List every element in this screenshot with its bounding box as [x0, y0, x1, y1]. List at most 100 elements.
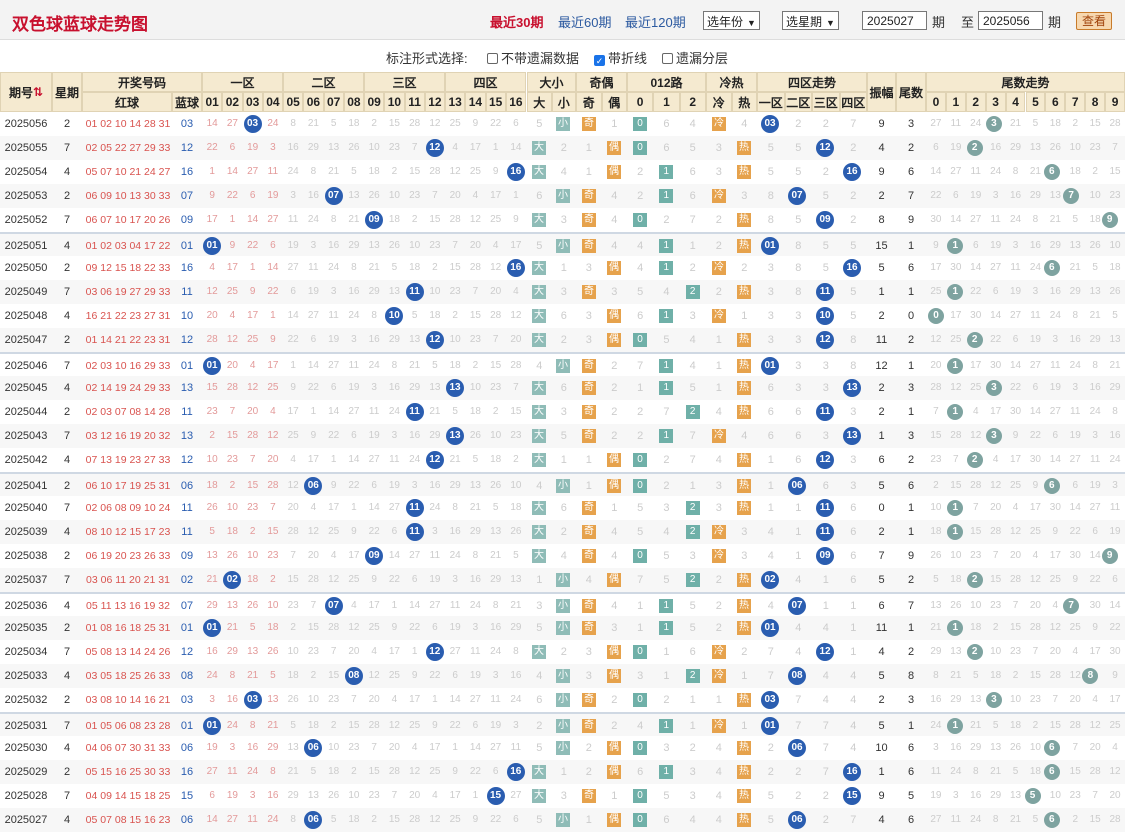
omit-cell: 1: [767, 454, 774, 466]
omit-cell: 17: [307, 454, 319, 465]
red-balls-cell: 01 08 16 18 25 31: [85, 622, 171, 634]
blue-ball: 06: [304, 477, 323, 495]
week-cell: 7: [63, 502, 71, 514]
omit-cell: 5: [432, 360, 438, 371]
route-header: 012路: [627, 72, 706, 92]
blue-ball-cell: 01: [180, 240, 194, 252]
omit-cell: 3: [391, 430, 398, 441]
route-badge: 0: [633, 741, 647, 755]
omit-cell: 29: [429, 430, 441, 441]
issue-cell: 2025055: [4, 142, 48, 154]
checkbox-unchecked-icon[interactable]: [487, 53, 498, 64]
table-row: 2025040 7 02 06 08 09 10 24 11 26 10 23 7 20 4 17 1…: [0, 496, 1125, 520]
zonetrend-col-header: 四区: [839, 92, 867, 112]
omit-cell: 8: [1032, 214, 1039, 225]
amp-cell: 1: [878, 286, 885, 298]
red-balls-cell: 09 12 15 18 22 33: [85, 262, 171, 274]
omit-cell: 5: [560, 430, 567, 442]
omit-cell: 15: [307, 622, 319, 633]
omit-cell: 5: [1092, 262, 1098, 273]
week-cell: 4: [63, 240, 71, 252]
hot-badge: 热: [737, 405, 751, 419]
omit-cell: 7: [1112, 142, 1118, 153]
sort-icon[interactable]: ⇅: [32, 85, 44, 99]
omit-cell: 3: [767, 262, 774, 274]
omit-cell: 9: [513, 214, 519, 225]
big-badge: 大: [532, 453, 546, 467]
omit-cell: 7: [391, 790, 398, 801]
omit-cell: 5: [663, 790, 670, 802]
omit-cell: 17: [267, 360, 279, 371]
omit-cell: 5: [290, 720, 296, 731]
omit-cell: 2: [1092, 166, 1098, 177]
option-no-omit[interactable]: 不带遗漏数据: [487, 48, 579, 67]
omit-cell: 20: [247, 406, 259, 417]
hot-badge: 热: [737, 381, 751, 395]
blue-ball-cell: 10: [180, 310, 194, 322]
omit-cell: 26: [328, 790, 340, 801]
route-badge: 1: [659, 621, 674, 635]
range-30-link[interactable]: 最近30期: [490, 15, 544, 30]
omit-cell: 24: [1009, 214, 1022, 225]
omit-cell: 9: [452, 766, 458, 777]
omit-cell: 7: [689, 430, 696, 442]
blue-ball: 09: [365, 211, 383, 229]
week-select[interactable]: 选星期 ▼: [782, 11, 839, 30]
omit-cell: 24: [510, 694, 522, 705]
omit-cell: 6: [536, 190, 543, 202]
omit-cell: 4: [689, 118, 696, 130]
to-issue-input[interactable]: 2025056: [978, 11, 1043, 30]
option-polyline[interactable]: ✓ 带折线: [594, 48, 647, 67]
range-60-link[interactable]: 最近60期: [558, 15, 612, 30]
checkbox-checked-icon[interactable]: ✓: [594, 55, 605, 66]
omit-cell: 22: [469, 766, 481, 777]
omit-cell: 9: [310, 430, 317, 441]
omit-cell: 3: [850, 406, 857, 418]
route-badge: 0: [633, 693, 647, 707]
omit-cell: 5: [663, 574, 670, 586]
even-badge: 偶: [607, 309, 621, 323]
omit-cell: 18: [388, 214, 400, 225]
omit-cell: 1: [822, 600, 829, 612]
week-cell: 7: [63, 214, 71, 226]
omit-cell: 17: [1029, 502, 1041, 513]
option-omit-layer[interactable]: 遗漏分层: [662, 48, 728, 67]
num-header-03: 03: [242, 92, 263, 112]
route-r2-header: 2: [679, 92, 706, 112]
omit-cell: 2: [560, 646, 567, 658]
tail-cell: 8: [907, 670, 915, 682]
small-badge: 小: [556, 741, 570, 755]
omit-cell: 15: [328, 670, 340, 681]
checkbox-unchecked-icon[interactable]: [662, 53, 673, 64]
omit-cell: 12: [1009, 526, 1022, 537]
num-header-07: 07: [323, 92, 344, 112]
omit-cell: 4: [611, 190, 618, 202]
omit-cell: 13: [469, 480, 481, 491]
omit-cell: 20: [287, 502, 299, 513]
omit-cell: 23: [247, 502, 259, 513]
tail-cell: 5: [907, 790, 915, 802]
omit-cell: 24: [970, 814, 982, 825]
amp-cell: 1: [878, 430, 885, 442]
omit-cell: 12: [490, 262, 502, 273]
omit-cell: 8: [492, 600, 499, 611]
omit-cell: 6: [689, 166, 696, 178]
tail-ball: 6: [1043, 740, 1060, 756]
range-120-link[interactable]: 最近120期: [625, 15, 686, 30]
blue-ball: 12: [425, 643, 444, 661]
omit-cell: 28: [1009, 574, 1022, 585]
year-select[interactable]: 选年份 ▼: [703, 11, 760, 30]
blue-ball-cell: 01: [180, 360, 194, 372]
omit-cell: 22: [490, 814, 502, 825]
query-button[interactable]: 查看: [1076, 12, 1112, 30]
omit-cell: 5: [1072, 214, 1079, 225]
omit-cell: 3: [330, 286, 337, 297]
num-header-12: 12: [424, 92, 445, 112]
week-cell: 7: [63, 646, 71, 658]
omit-cell: 5: [472, 454, 479, 465]
omit-cell: 2: [432, 262, 438, 273]
issue-header[interactable]: 期号 ⇅: [0, 72, 52, 112]
omit-cell: 11: [1089, 454, 1101, 465]
from-issue-input[interactable]: 2025027: [862, 11, 927, 30]
omit-cell: 21: [429, 406, 441, 417]
